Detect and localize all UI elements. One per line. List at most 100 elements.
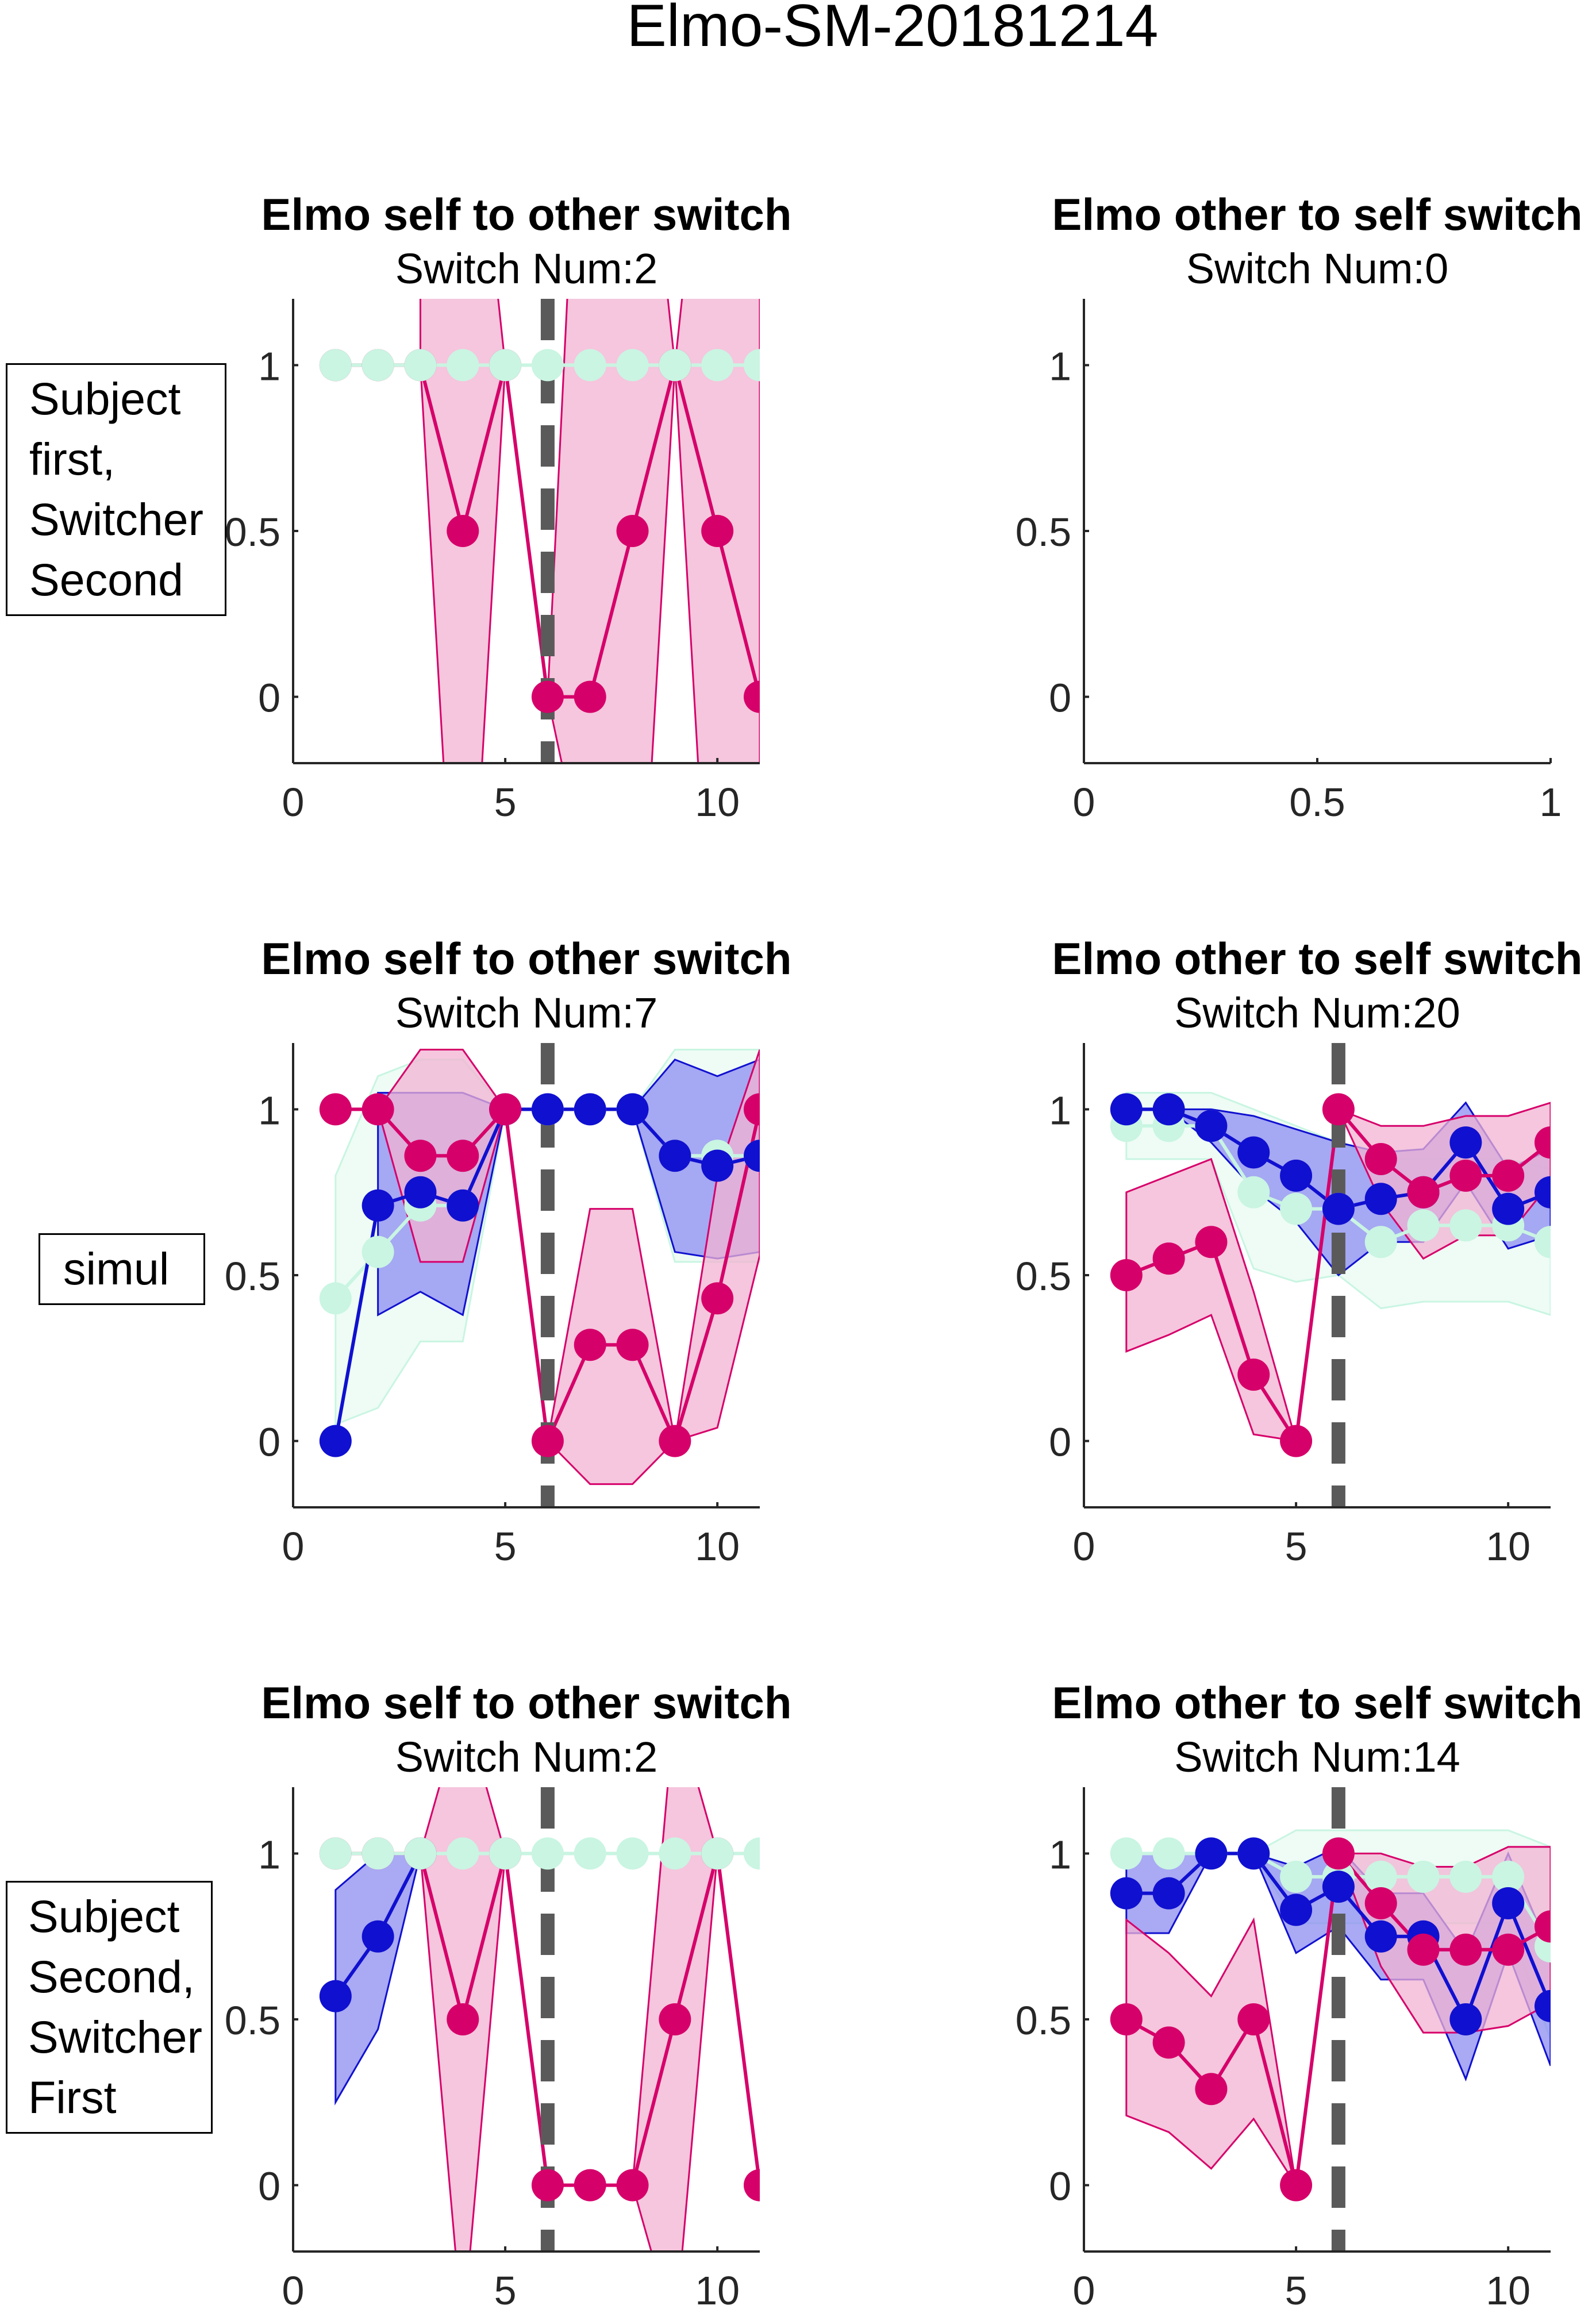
row-label-line: Second,: [28, 1951, 195, 2002]
data-point-magenta: [574, 680, 606, 713]
subplot-subtitle: Switch Num:14: [1174, 1733, 1460, 1781]
x-tick-label: 5: [494, 2268, 517, 2313]
data-point-blue: [531, 1093, 564, 1126]
x-tick-label: 0: [282, 1524, 305, 1569]
y-tick-label: 0: [1049, 1420, 1071, 1465]
subplot-1: Elmo self to other switch Switch Num:2 0 0.…: [225, 189, 792, 825]
data-point-mint: [1364, 1860, 1397, 1893]
plot-area: [1110, 1787, 1551, 2252]
data-point-blue: [1280, 1159, 1313, 1192]
x-tick-label: 0.5: [1289, 780, 1345, 825]
y-tick-label: 0.5: [1016, 1254, 1071, 1299]
y-tick-label: 0: [258, 2164, 280, 2209]
x-tick-label: 10: [1486, 1524, 1530, 1569]
x-tick-label: 0: [282, 2268, 305, 2313]
subplot-title: Elmo other to self switch: [1052, 1677, 1582, 1728]
data-point-blue: [1535, 1176, 1551, 1209]
row-label-line: Subject: [29, 373, 181, 424]
data-point-blue: [404, 1176, 437, 1209]
y-tick-label: 0.5: [1016, 1998, 1071, 2043]
data-point-blue: [361, 1189, 394, 1222]
row-label-line: First: [28, 2072, 117, 2123]
plot-area: [319, 1787, 760, 2252]
data-point-blue: [361, 1920, 394, 1953]
data-point-mint: [319, 1282, 352, 1315]
y-tick-label: 1: [258, 1832, 280, 1877]
data-point-magenta: [744, 2169, 760, 2202]
x-tick-label: 5: [494, 780, 517, 825]
data-point-blue: [1322, 1192, 1355, 1225]
data-point-mint: [319, 349, 352, 382]
data-point-blue: [1535, 1989, 1551, 2022]
data-point-magenta: [744, 1093, 760, 1126]
x-tick-label: 0: [282, 780, 305, 825]
data-point-mint: [1237, 1176, 1270, 1209]
subplot-title: Elmo self to other switch: [261, 189, 791, 240]
data-point-magenta: [574, 2169, 606, 2202]
confidence-band-magenta: [1125, 1102, 1551, 1442]
data-point-magenta: [1449, 1159, 1482, 1192]
subplot-subtitle: Switch Num:7: [395, 989, 657, 1037]
data-point-magenta: [1535, 1126, 1551, 1159]
plot-area: [319, 299, 760, 763]
subplot-subtitle: Switch Num:20: [1174, 989, 1460, 1037]
data-point-magenta: [1364, 1143, 1397, 1175]
data-point-blue: [1110, 1093, 1143, 1126]
figure-title: Elmo-SM-20181214: [627, 0, 1159, 59]
data-point-magenta: [1407, 1176, 1440, 1209]
data-point-magenta: [1322, 1837, 1355, 1870]
row-label-subject-first: Subject first, Switcher Second: [6, 363, 226, 616]
data-point-magenta: [489, 1093, 522, 1126]
row-label-line: Second: [29, 554, 183, 605]
data-point-magenta: [1110, 2003, 1143, 2035]
data-point-mint: [1364, 1226, 1397, 1259]
data-point-magenta: [447, 515, 479, 547]
x-tick-label: 1: [1540, 780, 1562, 825]
data-point-mint: [1407, 1209, 1440, 1242]
data-point-magenta: [531, 1425, 564, 1457]
x-tick-label: 10: [695, 780, 740, 825]
y-tick-label: 0: [1049, 676, 1071, 721]
x-tick-label: 0: [1073, 1524, 1095, 1569]
data-point-blue: [659, 1140, 691, 1172]
subplot-title: Elmo other to self switch: [1052, 189, 1582, 240]
data-point-magenta: [447, 2003, 479, 2035]
data-point-mint: [361, 1837, 394, 1870]
data-point-blue: [1152, 1093, 1185, 1126]
data-point-magenta: [744, 680, 760, 713]
data-point-blue: [1492, 1887, 1525, 1919]
data-point-blue: [1322, 1871, 1355, 1903]
data-point-mint: [744, 1837, 760, 1870]
data-point-mint: [744, 349, 760, 382]
data-point-blue: [1195, 1110, 1228, 1142]
y-tick-label: 1: [1049, 344, 1071, 388]
data-point-mint: [531, 349, 564, 382]
data-point-mint: [1110, 1837, 1143, 1870]
x-tick-label: 10: [695, 2268, 740, 2313]
plot-area: [319, 1043, 760, 1507]
data-point-magenta: [1449, 1933, 1482, 1966]
data-point-mint: [1280, 1192, 1313, 1225]
data-point-blue: [1237, 1136, 1270, 1169]
data-point-magenta: [1195, 2073, 1228, 2106]
data-point-magenta: [1492, 1159, 1525, 1192]
y-tick-label: 0.5: [225, 1254, 280, 1299]
subplot-3: Elmo self to other switch Switch Num:7 0 0.…: [225, 933, 792, 1569]
row-label-subject-second: Subject Second, Switcher First: [6, 1881, 213, 2134]
subplot-5: Elmo self to other switch Switch Num:2 0 0.…: [225, 1677, 792, 2313]
y-tick-label: 1: [1049, 1832, 1071, 1877]
x-tick-label: 5: [1285, 2268, 1307, 2313]
data-point-magenta: [447, 1140, 479, 1172]
data-point-magenta: [1364, 1887, 1397, 1919]
data-point-magenta: [404, 1140, 437, 1172]
y-tick-label: 0.5: [225, 1998, 280, 2043]
data-point-mint: [361, 349, 394, 382]
y-tick-label: 0.5: [1016, 510, 1071, 555]
data-point-mint: [1280, 1860, 1313, 1893]
subplot-title: Elmo self to other switch: [261, 1677, 791, 1728]
data-point-magenta: [616, 515, 649, 547]
subplot-title: Elmo self to other switch: [261, 933, 791, 984]
data-point-mint: [361, 1236, 394, 1268]
subplot-subtitle: Switch Num:2: [395, 1733, 657, 1781]
